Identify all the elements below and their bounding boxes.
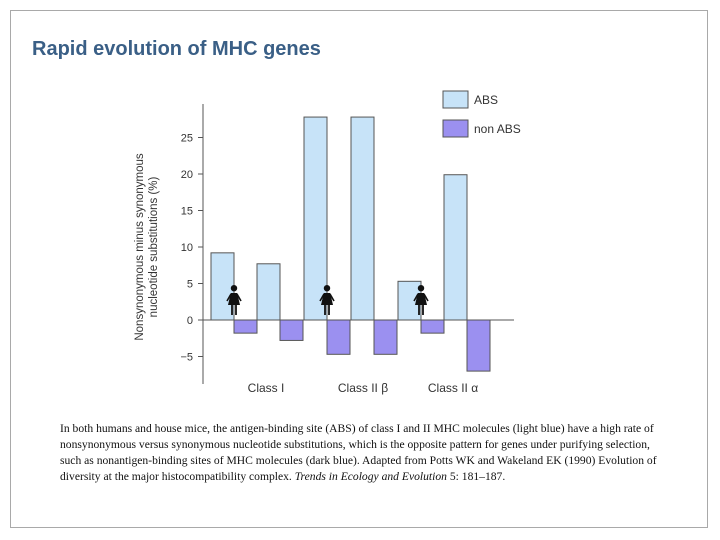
caption-text: In both humans and house mice, the antig… (60, 422, 657, 483)
bar-non-abs (373, 319, 398, 355)
slide-title: Rapid evolution of MHC genes (32, 38, 321, 60)
bar-non-abs (233, 319, 258, 334)
human-icon (413, 293, 419, 302)
figure-caption: In both humans and house mice, the antig… (60, 421, 660, 485)
bar-abs (210, 252, 235, 321)
y-tick-label: 5 (187, 279, 193, 291)
human-icon (226, 293, 232, 302)
x-category-label: Class I (248, 381, 285, 395)
human-icon (417, 285, 425, 292)
caption-journal: Trends in Ecology and Evolution (294, 470, 447, 483)
y-axis-label: nucleotide substitutions (%) (148, 177, 160, 318)
legend-swatch (442, 90, 469, 109)
legend-swatch (442, 119, 469, 138)
human-icon (319, 293, 325, 302)
bar-non-abs (279, 319, 304, 341)
human-icon (423, 293, 429, 302)
y-tick-label: 0 (187, 315, 193, 327)
bar-non-abs (326, 319, 351, 355)
human-icon (329, 293, 335, 302)
legend-label: non ABS (474, 122, 521, 136)
bar-non-abs (466, 319, 491, 372)
y-tick-label: 20 (181, 169, 193, 181)
y-tick-label: 10 (181, 242, 193, 254)
y-tick-label: −5 (180, 352, 193, 364)
human-icon (321, 293, 333, 305)
y-axis-label: Nonsynonymous minus synonymous (134, 153, 146, 341)
human-icon (415, 293, 427, 305)
caption-citation: 5: 181–187. (446, 470, 506, 483)
human-icon (236, 293, 242, 302)
bar-abs (443, 174, 468, 321)
y-tick-label: 25 (181, 133, 193, 145)
y-tick-label: 15 (181, 206, 193, 218)
human-icon (230, 285, 238, 292)
bar-abs (256, 263, 281, 321)
x-category-label: Class II β (338, 381, 388, 395)
legend-label: ABS (474, 93, 498, 107)
slide-frame (10, 10, 708, 528)
bar-abs (303, 116, 328, 321)
bar-abs (350, 116, 375, 321)
human-icon (228, 293, 240, 305)
x-category-label: Class II α (428, 381, 478, 395)
human-icon (323, 285, 331, 292)
bar-non-abs (420, 319, 445, 334)
